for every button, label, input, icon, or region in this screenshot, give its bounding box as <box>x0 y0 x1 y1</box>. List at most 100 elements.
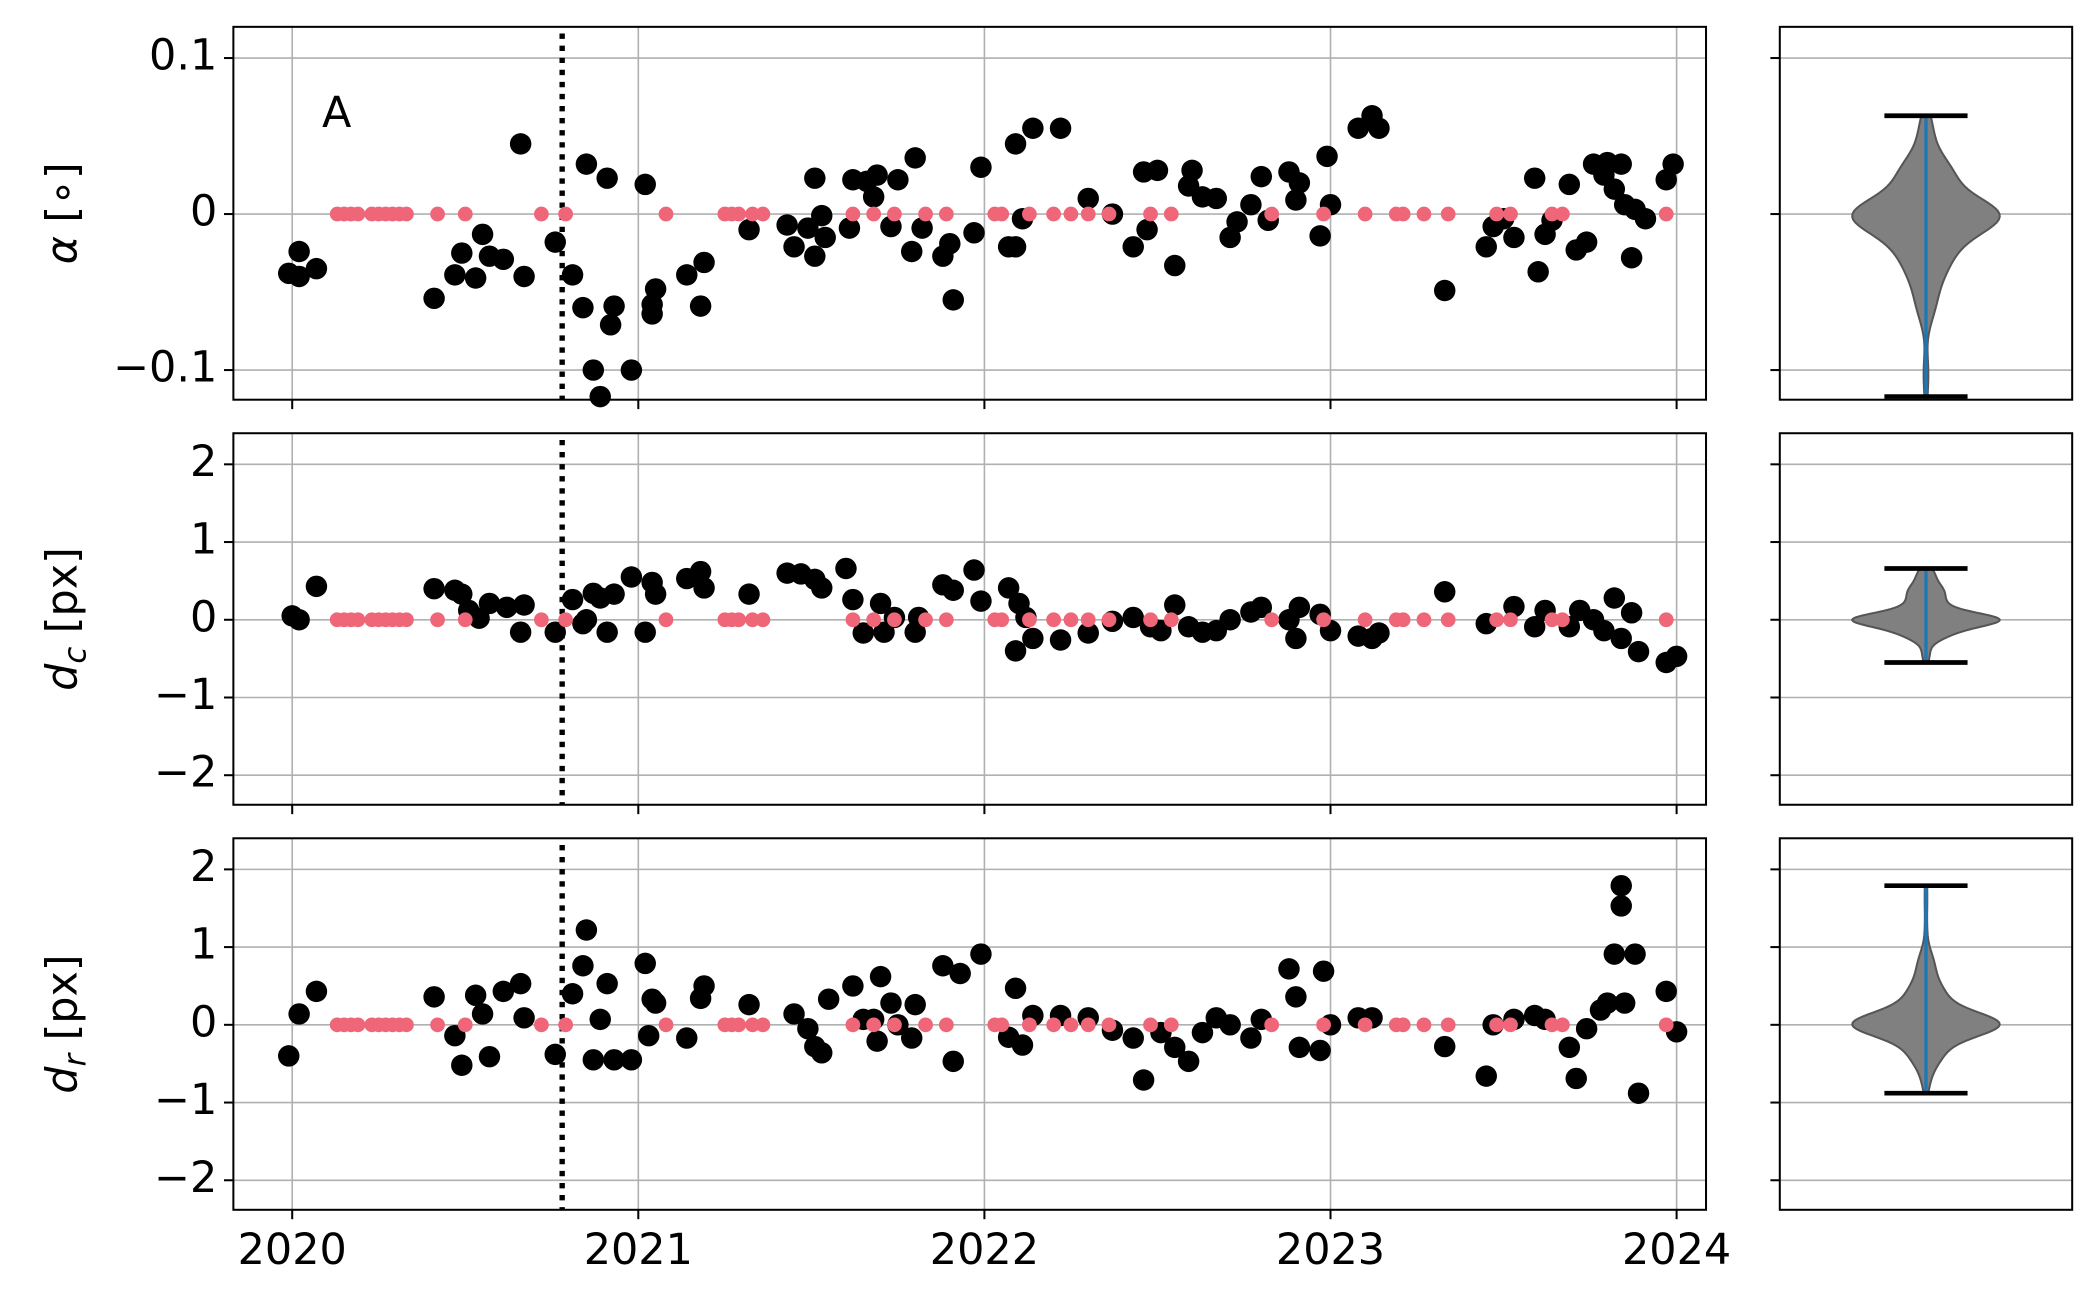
data-point <box>1143 1017 1158 1033</box>
data-point <box>866 206 882 222</box>
data-point <box>797 1017 819 1040</box>
data-point <box>1565 1067 1587 1090</box>
data-point <box>430 206 445 222</box>
data-point <box>603 1049 625 1071</box>
data-point <box>1489 1017 1505 1033</box>
data-point <box>1063 612 1079 628</box>
x-tick-label: 2020 <box>238 1225 347 1275</box>
data-point <box>457 206 473 222</box>
data-point <box>1164 1036 1186 1059</box>
data-point <box>949 962 971 985</box>
data-point <box>1240 1027 1262 1049</box>
data-point <box>544 621 566 643</box>
y-label-unit: [∘] <box>37 162 87 222</box>
data-point <box>1316 1017 1331 1033</box>
data-point <box>755 612 771 628</box>
y-label-unit: [px] <box>37 954 87 1040</box>
data-point <box>1503 206 1518 222</box>
data-point <box>1264 1017 1280 1033</box>
data-point <box>1655 980 1677 1003</box>
data-point <box>589 385 611 408</box>
data-point <box>776 214 798 236</box>
data-point <box>755 206 771 222</box>
data-point <box>288 265 310 288</box>
data-point <box>814 226 836 249</box>
data-point <box>900 1027 923 1049</box>
data-point <box>1163 1017 1179 1033</box>
data-point <box>492 248 515 271</box>
data-point <box>963 222 985 244</box>
data-point <box>1475 1065 1497 1087</box>
data-point <box>305 980 328 1003</box>
data-point <box>634 952 656 975</box>
data-point <box>1046 206 1062 222</box>
data-point <box>1627 1082 1650 1104</box>
data-point <box>1433 1035 1456 1058</box>
data-point <box>1219 609 1241 631</box>
y-axis-label: dc [px] <box>37 547 93 691</box>
data-point <box>423 986 445 1008</box>
y-tick-label: 2 <box>190 842 217 892</box>
data-point <box>676 1027 698 1049</box>
data-point <box>1440 1017 1456 1033</box>
y-label-symbol: d <box>37 663 87 691</box>
data-point <box>997 577 1020 599</box>
data-point <box>1416 1017 1432 1033</box>
data-point <box>599 314 622 336</box>
data-point <box>513 1007 535 1029</box>
data-point <box>658 206 674 222</box>
data-point <box>1603 943 1626 965</box>
data-point <box>852 622 875 644</box>
data-point <box>1558 173 1581 196</box>
data-point <box>835 557 857 580</box>
data-point <box>942 579 964 601</box>
data-point <box>869 592 892 615</box>
data-point <box>918 206 933 222</box>
data-point <box>644 583 667 605</box>
data-point <box>1603 587 1626 609</box>
data-point <box>1132 1069 1155 1091</box>
data-point <box>1309 225 1331 247</box>
y-tick-label: −1 <box>154 670 217 720</box>
data-point <box>994 1017 1010 1033</box>
x-tick-label: 2022 <box>930 1225 1039 1275</box>
data-point <box>1077 622 1099 644</box>
data-point <box>689 560 712 583</box>
data-point <box>1240 193 1262 216</box>
data-point <box>1264 612 1280 628</box>
data-point <box>842 588 864 611</box>
data-point <box>1593 619 1615 642</box>
data-point <box>1163 612 1179 628</box>
data-point <box>1527 261 1549 283</box>
data-point <box>596 972 618 995</box>
data-point <box>932 955 954 977</box>
data-point <box>423 577 445 600</box>
data-point <box>811 1042 833 1064</box>
data-point <box>1395 1017 1411 1033</box>
data-point <box>561 588 584 611</box>
data-point <box>1312 960 1335 982</box>
y-tick-label: −2 <box>154 748 217 798</box>
data-point <box>572 296 594 319</box>
data-point <box>1046 1017 1062 1033</box>
data-point <box>689 295 712 317</box>
data-point <box>513 265 535 288</box>
data-point <box>1022 1017 1037 1033</box>
data-point <box>582 1049 605 1071</box>
data-point <box>430 1017 445 1033</box>
data-point <box>869 965 892 988</box>
data-point <box>1489 612 1505 628</box>
data-point <box>1544 1017 1560 1033</box>
data-point <box>457 612 473 628</box>
data-point <box>534 612 549 628</box>
data-point <box>1368 117 1390 139</box>
data-point <box>1610 895 1632 917</box>
data-point <box>457 1017 473 1033</box>
data-point <box>478 592 501 615</box>
data-point <box>1004 640 1027 662</box>
data-point <box>1662 153 1684 175</box>
data-point <box>1416 612 1432 628</box>
data-point <box>1433 279 1456 302</box>
data-point <box>1523 616 1546 638</box>
data-point <box>1555 206 1570 222</box>
